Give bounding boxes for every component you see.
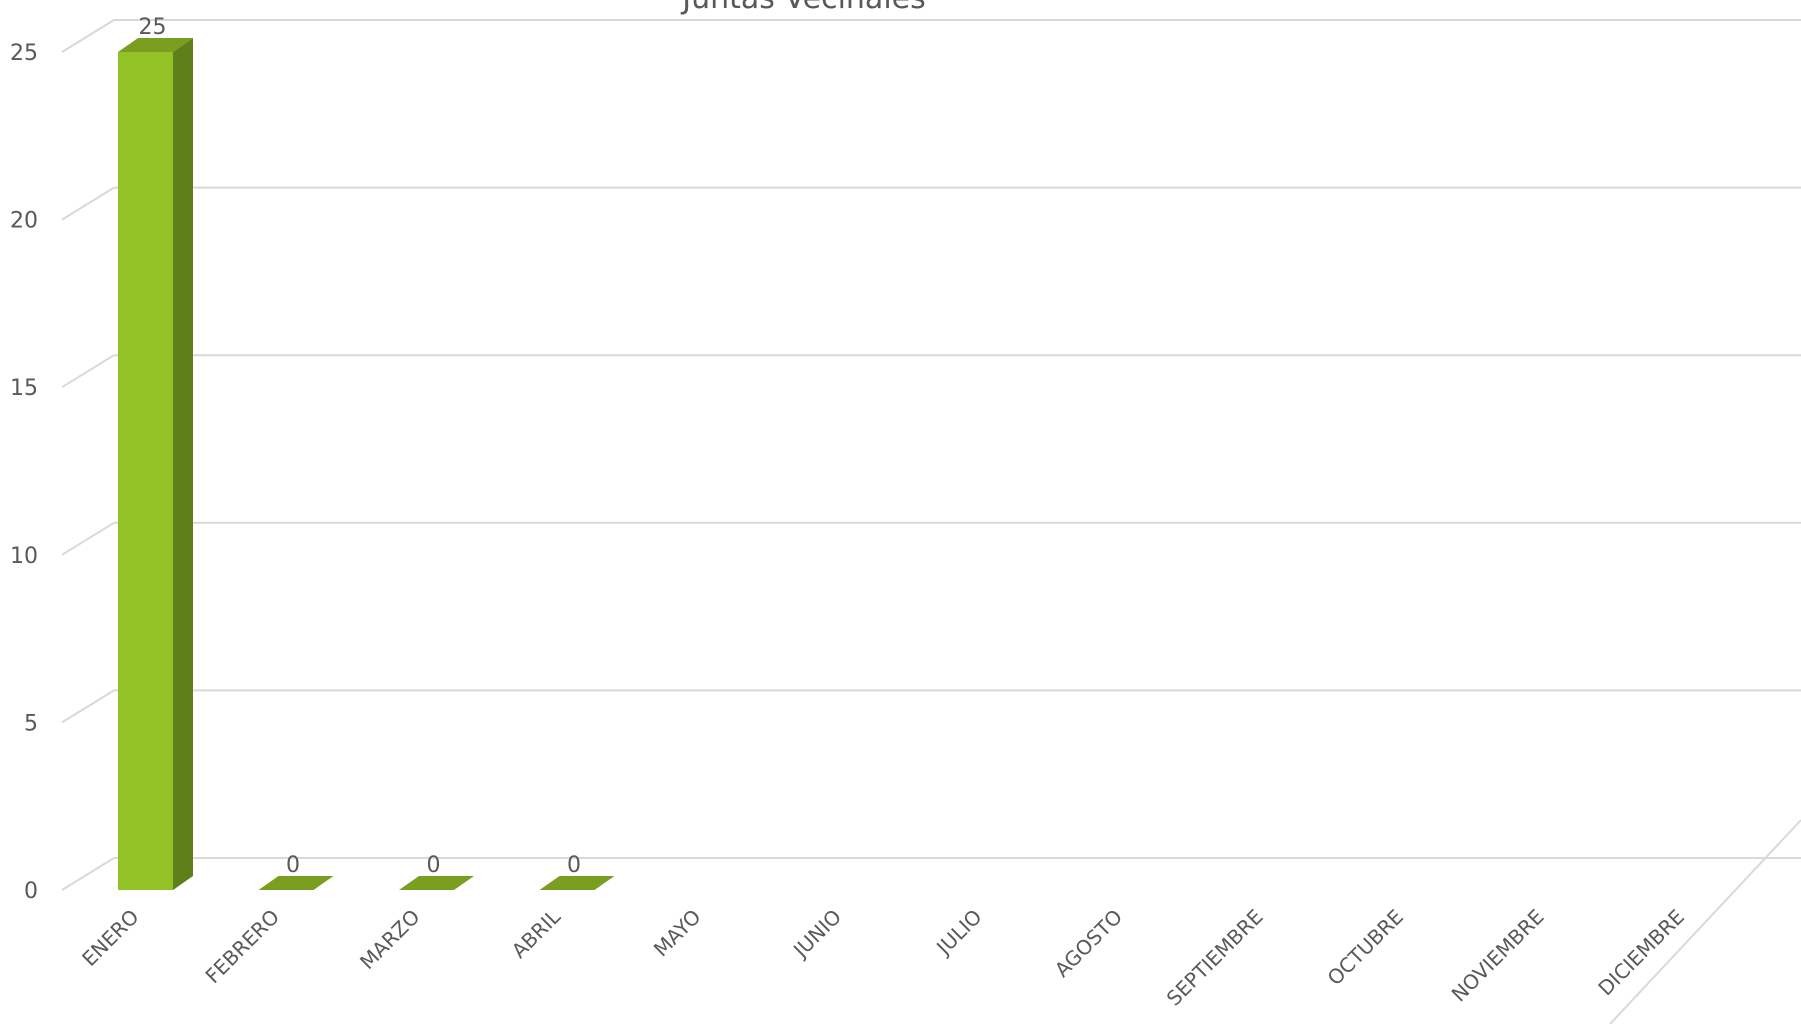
chart-floor	[1609, 819, 1801, 1024]
x-tick-label: SEPTIEMBRE	[1162, 905, 1268, 1011]
y-tick-label: 0	[24, 879, 38, 904]
bar	[399, 876, 474, 890]
bar-top-face	[258, 876, 334, 890]
y-axis-ticks: 0 5 10 15 20 25	[10, 41, 38, 904]
x-tick-label: OCTUBRE	[1323, 905, 1408, 990]
x-tick-label: AGOSTO	[1050, 905, 1127, 982]
x-axis-ticks: ENERO FEBRERO MARZO ABRIL MAYO JUNIO JULIO AGOS…	[77, 904, 1689, 1010]
x-tick-label: MAYO	[649, 905, 706, 962]
floor-edge	[1609, 819, 1801, 1024]
bar-top-face	[118, 38, 193, 52]
x-tick-label: DICIEMBRE	[1593, 905, 1689, 1001]
bar-top-face	[399, 876, 474, 890]
wall-gridline	[61, 186, 115, 221]
bar-side-face	[173, 38, 193, 890]
y-tick-label: 15	[10, 376, 38, 401]
chart-title: Juntas Vecinales	[680, 0, 926, 16]
x-tick-label: NOVIEMBRE	[1447, 905, 1549, 1007]
y-tick-label: 10	[10, 544, 38, 569]
bar-top-face	[539, 876, 615, 890]
x-tick-label: ABRIL	[507, 904, 566, 963]
wall-gridline	[61, 354, 115, 389]
y-tick-label: 20	[10, 209, 38, 234]
data-label: 0	[286, 853, 300, 878]
data-label: 0	[427, 853, 441, 878]
data-labels: 25 0 0 0	[139, 15, 582, 878]
wall-gridline	[61, 689, 115, 724]
x-tick-label: FEBRERO	[201, 905, 284, 988]
wall-gridline	[61, 857, 115, 891]
x-tick-label: JULIO	[930, 905, 986, 961]
y-tick-label: 5	[24, 711, 38, 736]
wall-gridline	[61, 521, 115, 556]
x-tick-label: ENERO	[77, 905, 143, 971]
bars	[118, 38, 615, 890]
x-tick-label: MARZO	[355, 905, 424, 974]
x-tick-label: JUNIO	[787, 905, 846, 964]
bar-front-face	[118, 52, 173, 890]
bar	[118, 38, 193, 890]
bar	[258, 876, 334, 890]
gridlines	[61, 19, 1801, 891]
y-tick-label: 25	[10, 41, 38, 66]
data-label: 25	[139, 15, 167, 40]
data-label: 0	[567, 853, 581, 878]
bar	[539, 876, 615, 890]
wall-gridline	[61, 19, 115, 53]
